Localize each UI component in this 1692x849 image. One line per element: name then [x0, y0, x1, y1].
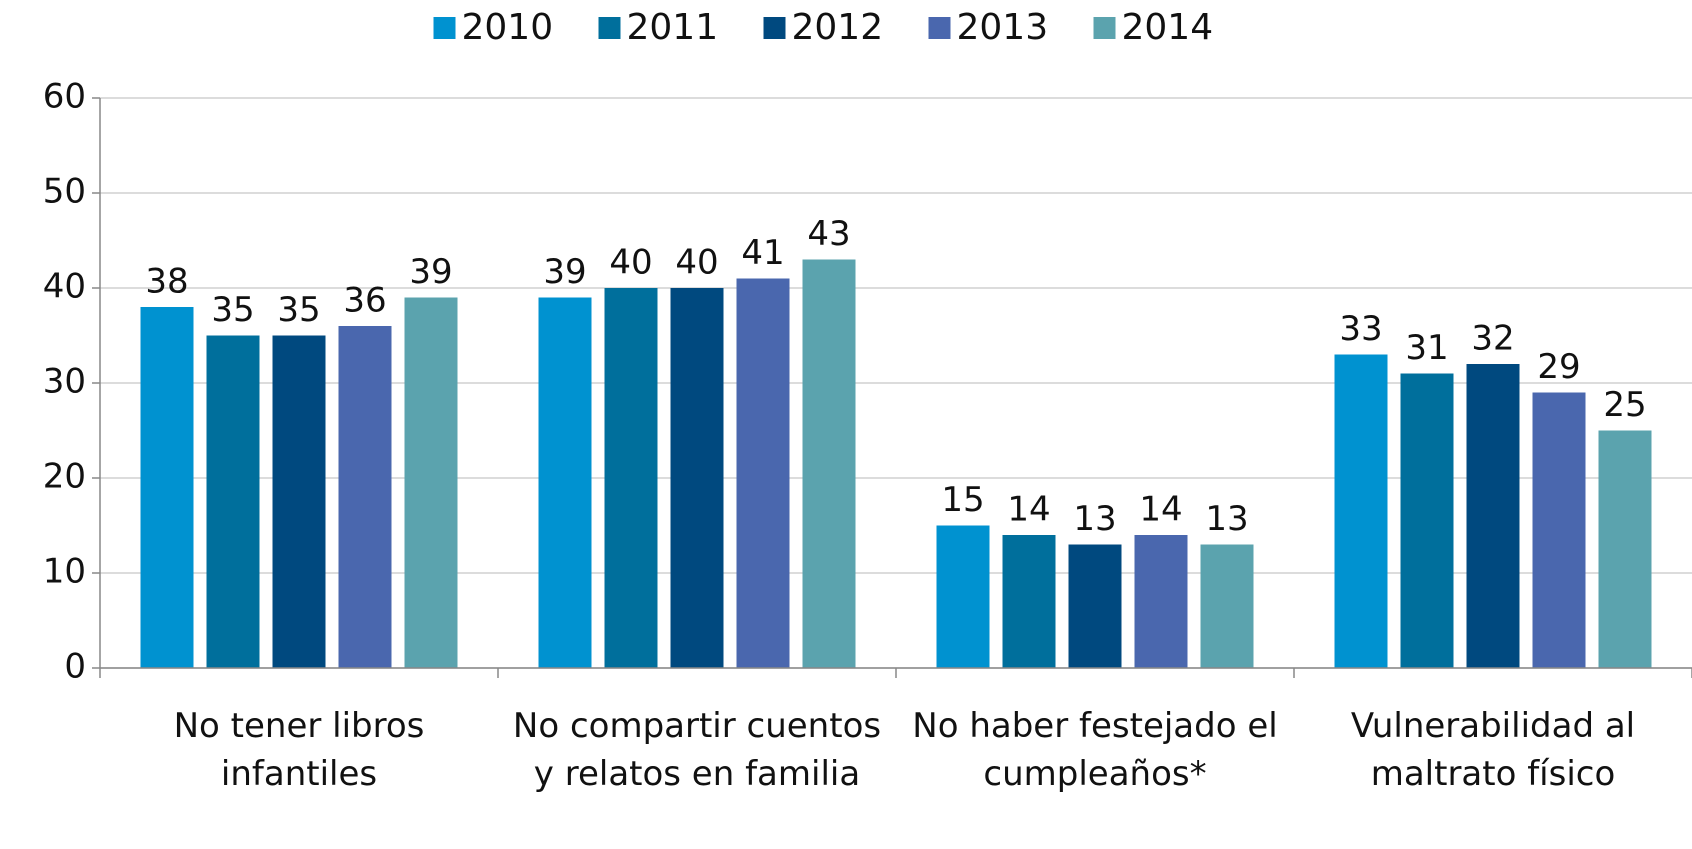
x-tick-label: No haber festejado el cumpleaños*	[912, 706, 1278, 794]
bar	[1532, 392, 1586, 668]
y-tick-label: 0	[64, 647, 86, 687]
bar	[140, 307, 194, 668]
legend-swatch	[928, 17, 951, 39]
y-tick-label: 60	[43, 77, 86, 117]
legend-label: 2010	[462, 7, 554, 48]
x-tick-label: Vulnerabilidad al maltrato físico	[1350, 706, 1636, 794]
bar	[936, 525, 990, 668]
data-label: 40	[609, 243, 652, 283]
data-label: 32	[1471, 319, 1514, 359]
legend-label: 2012	[792, 7, 884, 48]
legend-swatch	[763, 17, 786, 39]
y-tick-label: 10	[43, 552, 86, 592]
bar	[802, 259, 856, 668]
data-label: 39	[543, 252, 586, 292]
bar	[206, 335, 260, 668]
data-label: 43	[807, 214, 850, 254]
data-label: 25	[1603, 385, 1646, 425]
data-label: 35	[277, 290, 320, 330]
x-tick-label: No tener libros infantiles	[173, 706, 425, 794]
bar	[1002, 535, 1056, 668]
y-tick-label: 20	[43, 457, 86, 497]
bar	[670, 288, 724, 668]
bar	[736, 278, 790, 668]
bar	[1068, 544, 1122, 668]
data-label: 35	[211, 290, 254, 330]
data-label: 31	[1405, 328, 1448, 368]
data-label: 40	[675, 243, 718, 283]
data-label: 39	[409, 252, 452, 292]
data-label: 13	[1205, 499, 1248, 539]
bar	[604, 288, 658, 668]
bar	[1400, 373, 1454, 668]
legend-swatch	[433, 17, 456, 39]
y-tick-label: 40	[43, 267, 86, 307]
legend-label: 2011	[627, 7, 719, 48]
legend-label: 2013	[957, 7, 1049, 48]
data-label: 33	[1339, 309, 1382, 349]
y-tick-label: 50	[43, 172, 86, 212]
legend-swatch	[1093, 17, 1116, 39]
bar	[1134, 535, 1188, 668]
bar	[1466, 364, 1520, 668]
bar	[1334, 354, 1388, 668]
bar	[1598, 430, 1652, 668]
y-tick-label: 30	[43, 362, 86, 402]
legend-swatch	[598, 17, 621, 39]
data-label: 38	[145, 262, 188, 302]
bar	[1200, 544, 1254, 668]
bar	[404, 297, 458, 668]
bar	[338, 326, 392, 668]
data-label: 15	[941, 480, 984, 520]
bar	[538, 297, 592, 668]
legend-label: 2014	[1122, 7, 1214, 48]
x-tick-label: No compartir cuentos y relatos en famili…	[512, 706, 882, 794]
data-label: 13	[1073, 499, 1116, 539]
data-label: 41	[741, 233, 784, 273]
data-label: 36	[343, 281, 386, 321]
data-label: 14	[1007, 490, 1050, 530]
data-label: 29	[1537, 347, 1580, 387]
bar	[272, 335, 326, 668]
data-label: 14	[1139, 490, 1182, 530]
